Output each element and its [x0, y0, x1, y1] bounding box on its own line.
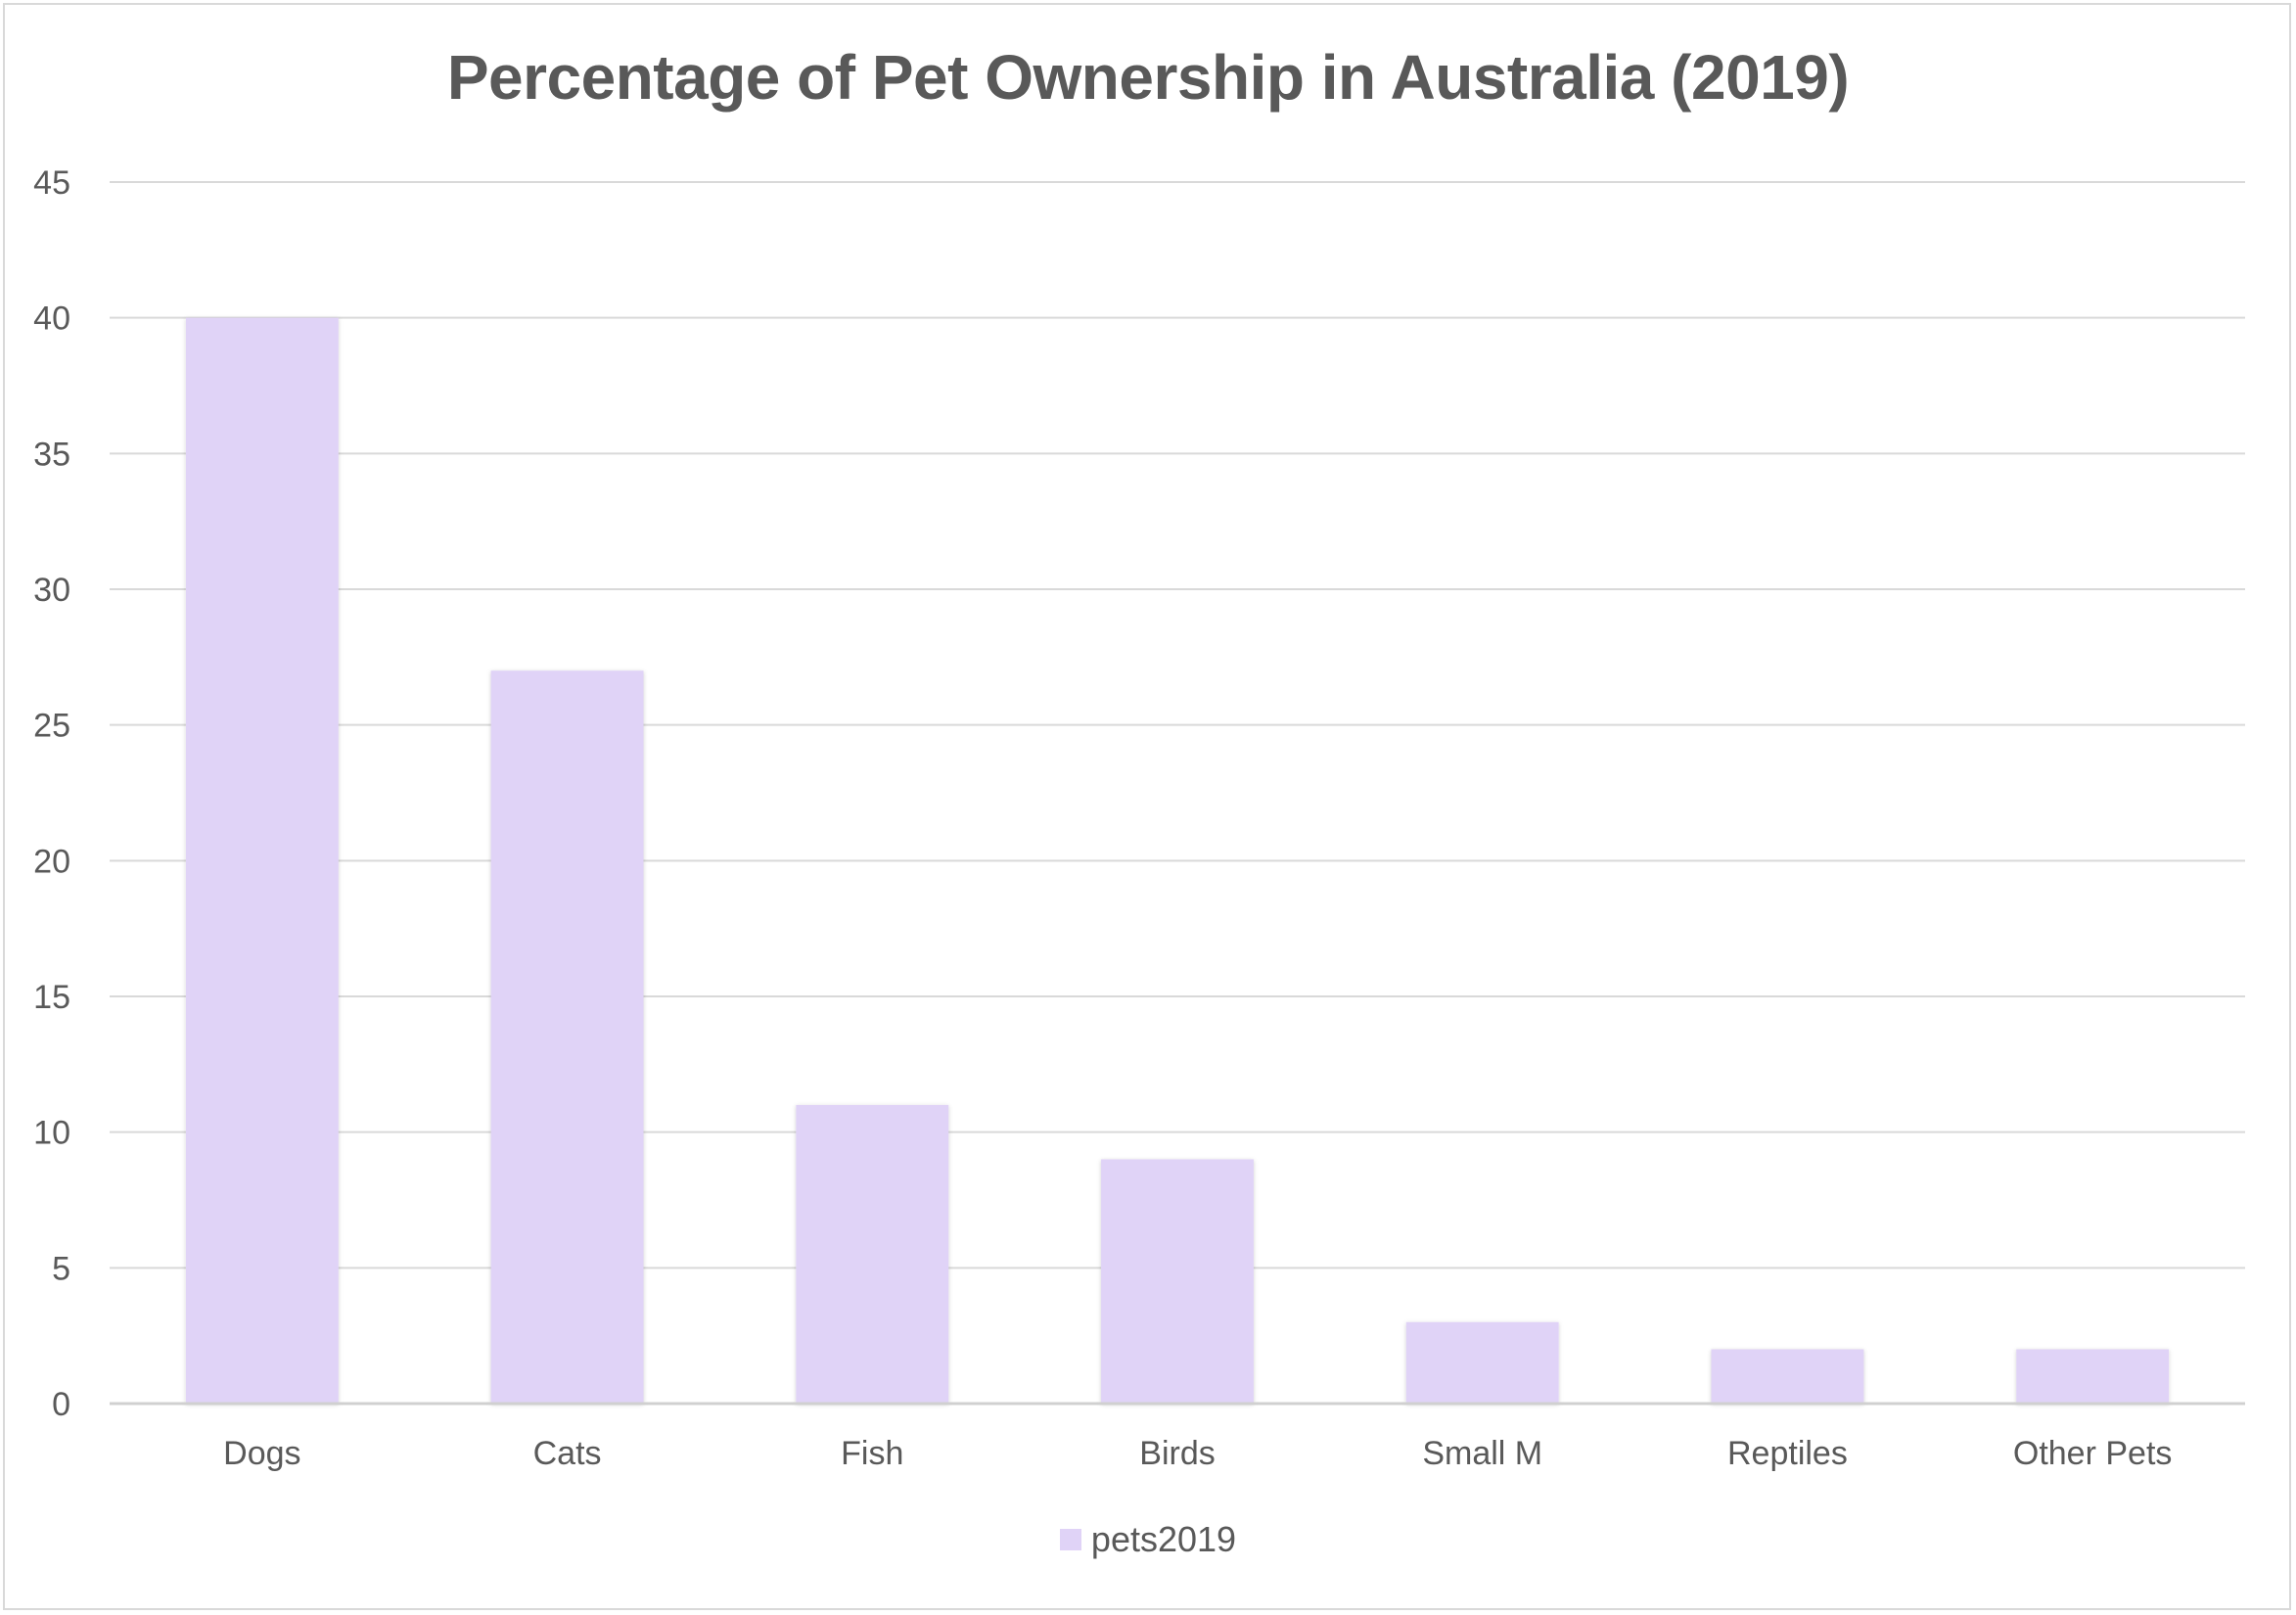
x-tick-label: Fish	[841, 1435, 903, 1472]
bar-cats	[490, 670, 644, 1404]
bar-birds	[1101, 1159, 1254, 1404]
y-tick-label: 45	[33, 164, 70, 202]
y-tick-label: 5	[52, 1250, 70, 1287]
y-tick-labels: 0 5 10 15 20 25 30 35 40 45	[33, 164, 70, 1423]
y-tick-label: 30	[33, 572, 70, 609]
x-tick-label: Small M	[1422, 1435, 1542, 1472]
x-tick-label: Dogs	[223, 1435, 300, 1472]
y-tick-label: 35	[33, 436, 70, 473]
y-tick-label: 25	[33, 708, 70, 745]
bar-reptiles	[1711, 1349, 1864, 1404]
x-tick-label: Birds	[1139, 1435, 1215, 1472]
legend-label: pets2019	[1090, 1519, 1237, 1559]
y-tick-label: 20	[33, 843, 70, 880]
bar-dogs	[185, 317, 339, 1405]
x-tick-label: Cats	[533, 1435, 602, 1472]
y-tick-label: 10	[33, 1115, 70, 1152]
x-tick-labels: Dogs Cats Fish Birds Small M Reptiles Other Pe…	[223, 1435, 2172, 1472]
bar-small-m	[1405, 1321, 1559, 1404]
bar-fish	[796, 1104, 949, 1404]
x-tick-label: Reptiles	[1727, 1435, 1848, 1472]
x-tick-label: Other Pets	[2013, 1435, 2173, 1472]
gridlines	[110, 181, 2245, 1269]
y-tick-label: 40	[33, 300, 70, 338]
legend-swatch	[1059, 1529, 1081, 1550]
legend: pets2019	[0, 1519, 2296, 1560]
y-tick-label: 0	[52, 1386, 70, 1423]
y-tick-label: 15	[33, 979, 70, 1016]
chart-title: Percentage of Pet Ownership in Australia…	[446, 42, 1850, 113]
bars	[185, 317, 2170, 1405]
bar-other-pets	[2016, 1349, 2170, 1404]
